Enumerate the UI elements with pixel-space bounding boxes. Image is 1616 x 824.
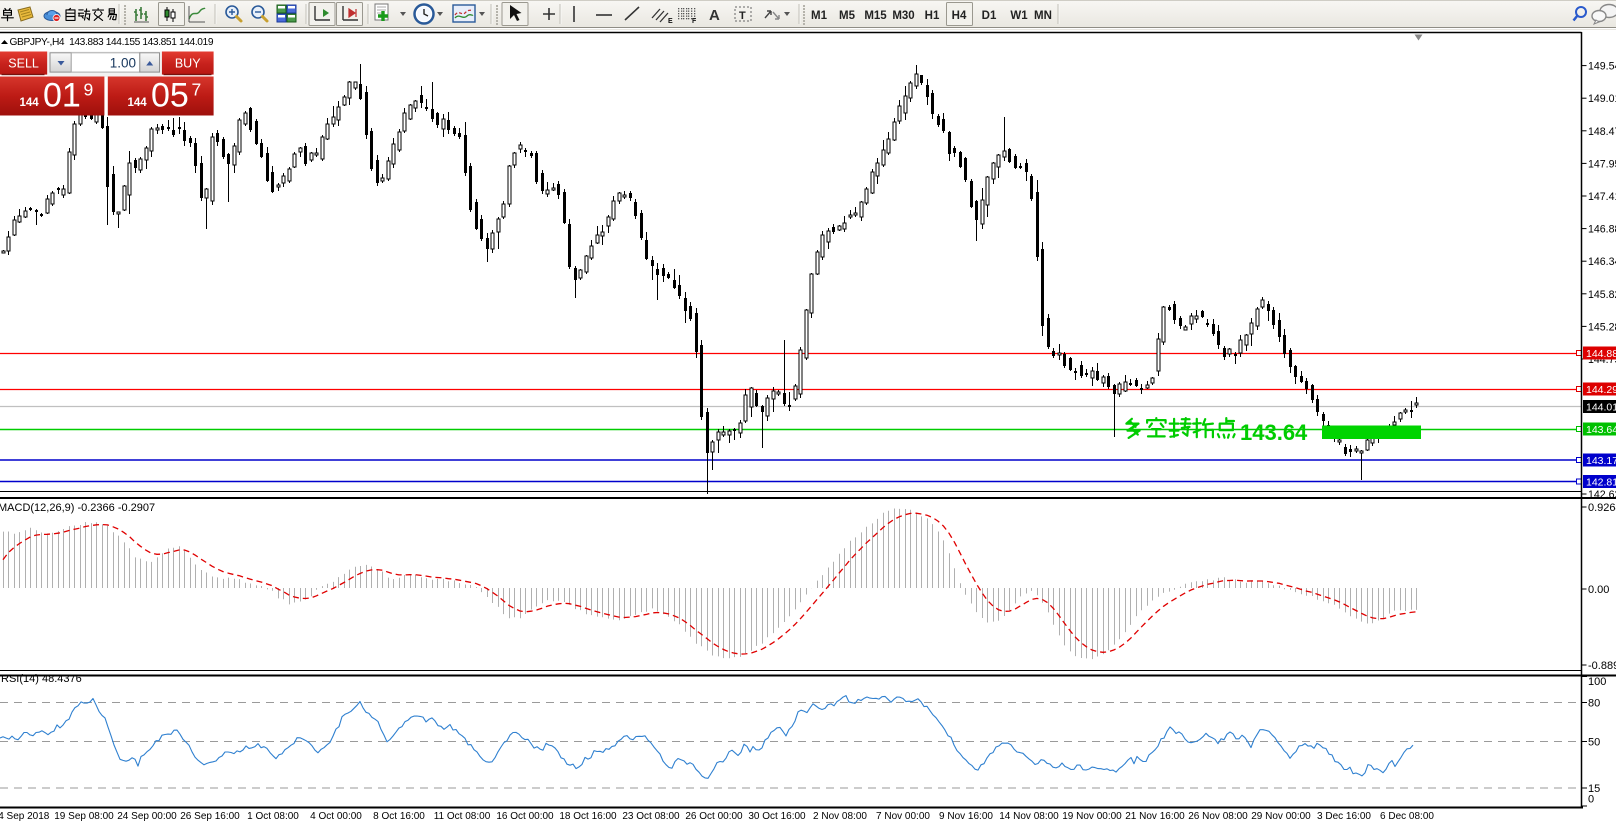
svg-text:149.015: 149.015 — [1588, 93, 1616, 105]
svg-text:148.473: 148.473 — [1588, 126, 1616, 138]
svg-text:7 Nov 00:00: 7 Nov 00:00 — [876, 811, 930, 822]
svg-text:18 Oct 16:00: 18 Oct 16:00 — [559, 811, 617, 822]
svg-text:100: 100 — [1588, 676, 1606, 688]
svg-text:144: 144 — [128, 97, 148, 109]
svg-text:D1: D1 — [982, 10, 997, 22]
svg-text:15: 15 — [1588, 783, 1600, 795]
svg-text:21 Nov 16:00: 21 Nov 16:00 — [1125, 811, 1185, 822]
svg-text:144.29: 144.29 — [1586, 384, 1616, 396]
svg-text:144.01: 144.01 — [1586, 402, 1616, 414]
svg-text:2 Nov 08:00: 2 Nov 08:00 — [813, 811, 867, 822]
svg-text:RSI(14) 48.4376: RSI(14) 48.4376 — [1, 673, 82, 685]
svg-text:26 Oct 00:00: 26 Oct 00:00 — [685, 811, 743, 822]
svg-text:05: 05 — [151, 77, 189, 115]
svg-text:BUY: BUY — [175, 57, 201, 71]
svg-text:11 Oct 08:00: 11 Oct 08:00 — [434, 811, 491, 822]
svg-text:147.410: 147.410 — [1588, 191, 1616, 203]
svg-text:M15: M15 — [864, 10, 887, 22]
svg-text:16 Oct 00:00: 16 Oct 00:00 — [496, 811, 554, 822]
svg-text:MACD(12,26,9) -0.2366 -0.2907: MACD(12,26,9) -0.2366 -0.2907 — [0, 502, 155, 514]
svg-text:H4: H4 — [952, 10, 967, 22]
svg-text:W1: W1 — [1010, 10, 1028, 22]
svg-text:M1: M1 — [811, 10, 828, 22]
svg-text:3 Dec 16:00: 3 Dec 16:00 — [1317, 811, 1371, 822]
svg-text:MN: MN — [1034, 10, 1052, 22]
svg-text:GBPJPY-,H4 143.883 144.155 14: GBPJPY-,H4 143.883 144.155 143.851 144.0… — [10, 37, 214, 48]
svg-text:149.540: 149.540 — [1588, 61, 1616, 73]
svg-text:23 Oct 08:00: 23 Oct 08:00 — [622, 811, 680, 822]
svg-text:0.9264: 0.9264 — [1588, 502, 1616, 514]
svg-text:SELL: SELL — [8, 57, 39, 71]
svg-text:29 Nov 00:00: 29 Nov 00:00 — [1251, 811, 1311, 822]
svg-text:M30: M30 — [892, 10, 914, 22]
svg-text:9: 9 — [84, 80, 94, 100]
svg-text:0.00: 0.00 — [1588, 584, 1609, 596]
svg-text:8 Oct 16:00: 8 Oct 16:00 — [373, 811, 425, 822]
svg-text:H1: H1 — [925, 10, 940, 22]
svg-text:01: 01 — [43, 77, 81, 115]
svg-text:1.00: 1.00 — [110, 55, 136, 70]
svg-text:A: A — [709, 7, 720, 24]
svg-text:145.283: 145.283 — [1588, 321, 1616, 333]
svg-text:26 Nov 08:00: 26 Nov 08:00 — [1188, 811, 1248, 822]
svg-text:142.81: 142.81 — [1586, 477, 1616, 489]
svg-text:6 Dec 08:00: 6 Dec 08:00 — [1380, 811, 1434, 822]
svg-text:145.820: 145.820 — [1588, 289, 1616, 301]
svg-text:7: 7 — [192, 80, 202, 100]
svg-text:M5: M5 — [839, 10, 856, 22]
svg-text:80: 80 — [1588, 698, 1600, 710]
svg-text:F: F — [692, 18, 697, 25]
svg-text:26 Sep 16:00: 26 Sep 16:00 — [180, 811, 240, 822]
svg-text:19 Sep 08:00: 19 Sep 08:00 — [54, 811, 114, 822]
svg-text:143.64: 143.64 — [1240, 420, 1308, 445]
svg-text:1 Oct 08:00: 1 Oct 08:00 — [247, 811, 299, 822]
svg-text:19 Nov 00:00: 19 Nov 00:00 — [1062, 811, 1122, 822]
svg-text:-0.8899: -0.8899 — [1588, 660, 1616, 672]
svg-text:30 Oct 16:00: 30 Oct 16:00 — [748, 811, 806, 822]
svg-text:144.88: 144.88 — [1586, 348, 1616, 360]
svg-text:50: 50 — [1588, 737, 1600, 749]
svg-text:146.345: 146.345 — [1588, 256, 1616, 268]
svg-text:24 Sep 00:00: 24 Sep 00:00 — [117, 811, 177, 822]
svg-text:14 Nov 08:00: 14 Nov 08:00 — [999, 811, 1059, 822]
svg-text:142.620: 142.620 — [1588, 489, 1616, 501]
svg-text:143.64: 143.64 — [1586, 424, 1616, 436]
svg-text:4 Oct 00:00: 4 Oct 00:00 — [310, 811, 362, 822]
svg-text:14 Sep 2018: 14 Sep 2018 — [0, 811, 50, 822]
svg-text:144: 144 — [20, 97, 40, 109]
svg-text:E: E — [668, 18, 673, 25]
svg-text:146.883: 146.883 — [1588, 224, 1616, 236]
svg-text:9 Nov 16:00: 9 Nov 16:00 — [939, 811, 993, 822]
svg-text:143.17: 143.17 — [1586, 455, 1616, 467]
svg-text:147.950: 147.950 — [1588, 158, 1616, 170]
svg-text:T: T — [739, 10, 746, 22]
svg-text:0: 0 — [1588, 794, 1594, 806]
